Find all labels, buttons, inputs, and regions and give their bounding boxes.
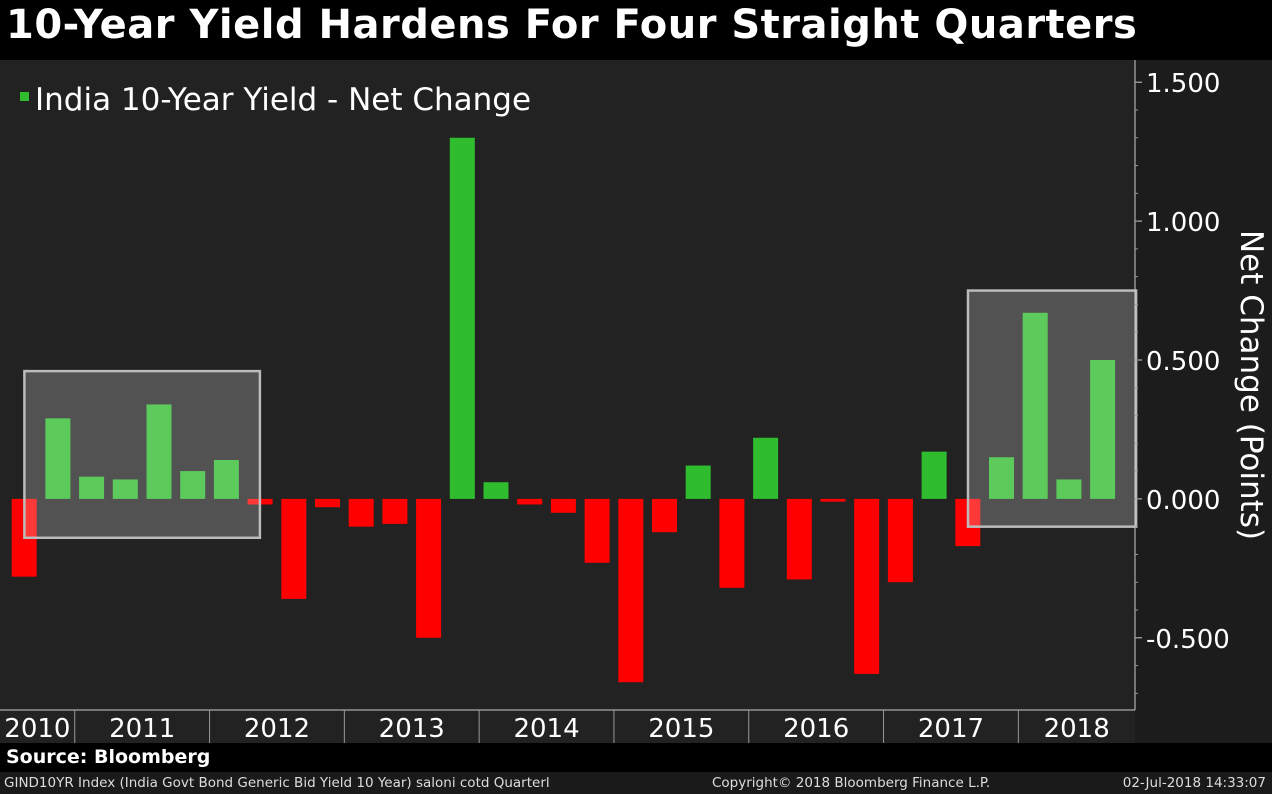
highlight-box-1 <box>23 369 262 540</box>
x-tick-label-2010: 2010 <box>4 714 70 744</box>
x-tick-label-2011: 2011 <box>109 714 175 744</box>
highlight-boxes <box>23 289 1138 540</box>
axis-background <box>1135 60 1272 743</box>
chart-title: 10-Year Yield Hardens For Four Straight … <box>6 2 1138 48</box>
legend-swatch <box>20 92 29 101</box>
bar-2012-q4 <box>315 498 340 508</box>
bar-2011-q3 <box>146 404 172 499</box>
bar-2015-q1 <box>618 498 644 683</box>
x-tick-label-2018: 2018 <box>1044 714 1110 744</box>
y-tick-label: -0.500 <box>1146 625 1230 655</box>
bar-2013-q1 <box>348 498 374 527</box>
bar-2017-q4 <box>989 457 1014 499</box>
bar-2018-q2 <box>1056 479 1082 499</box>
bar-2017-q1 <box>887 498 913 583</box>
bar-2014-q3 <box>550 498 576 513</box>
title-bar <box>0 0 1272 60</box>
footer-copyright: Copyright© 2018 Bloomberg Finance L.P. <box>712 775 991 791</box>
bar-2014-q1 <box>483 482 509 499</box>
y-tick-label: 1.500 <box>1146 69 1220 99</box>
bar-2018-q1 <box>1022 312 1048 499</box>
source-label: Source: Bloomberg <box>6 746 211 768</box>
bar-2015-q4 <box>719 498 745 588</box>
legend-label: India 10-Year Yield - Net Change <box>35 82 531 118</box>
y-tick-label: 0.500 <box>1146 347 1220 377</box>
y-tick-label: 1.000 <box>1146 208 1220 238</box>
x-tick-label-2012: 2012 <box>244 714 310 744</box>
bar-2012-q1 <box>213 460 239 499</box>
bar-2012-q3 <box>281 498 307 599</box>
bar-2015-q3 <box>685 465 711 499</box>
bar-2016-q3 <box>820 498 846 502</box>
footer-ticker-description: GIND10YR Index (India Govt Bond Generic … <box>4 775 550 791</box>
bar-2016-q4 <box>854 498 880 674</box>
bar-2014-q4 <box>584 498 610 563</box>
bar-2018-q3 <box>1090 360 1116 499</box>
bar-2013-q3 <box>416 498 442 638</box>
x-axis: 2010 2011 2012 2013 2014 2015 2016 2017 2018 <box>0 709 1135 744</box>
bar-2017-q2 <box>921 451 947 499</box>
x-tick-label-2013: 2013 <box>379 714 445 744</box>
x-tick-label-2017: 2017 <box>918 714 984 744</box>
bar-2016-q1 <box>753 437 779 499</box>
legend: India 10-Year Yield - Net Change <box>20 82 531 118</box>
bar-2013-q4 <box>449 137 475 499</box>
bar-2014-q2 <box>517 498 543 505</box>
bars <box>11 137 1116 683</box>
bar-2015-q2 <box>652 498 677 533</box>
x-tick-label-2015: 2015 <box>648 714 714 744</box>
highlight-box-2 <box>966 289 1138 528</box>
x-tick-label-2014: 2014 <box>513 714 579 744</box>
bar-2011-q2 <box>112 479 138 499</box>
bar-2013-q2 <box>382 498 408 524</box>
footer-timestamp: 02-Jul-2018 14:33:07 <box>1122 775 1266 791</box>
bar-2011-q4 <box>180 471 206 499</box>
plot-background <box>0 60 1135 710</box>
footer-bar <box>0 772 1272 794</box>
y-axis: 1.500 1.000 0.500 0.000 -0.500 <box>1134 60 1230 710</box>
y-axis-title: Net Change (Points) <box>1233 230 1269 540</box>
bar-2010-q4 <box>45 418 71 499</box>
y-tick-label: 0.000 <box>1146 486 1220 516</box>
bar-2011-q1 <box>79 476 105 499</box>
xaxis-background <box>0 710 1135 743</box>
bar-2016-q2 <box>786 498 812 580</box>
x-tick-label-2016: 2016 <box>783 714 849 744</box>
